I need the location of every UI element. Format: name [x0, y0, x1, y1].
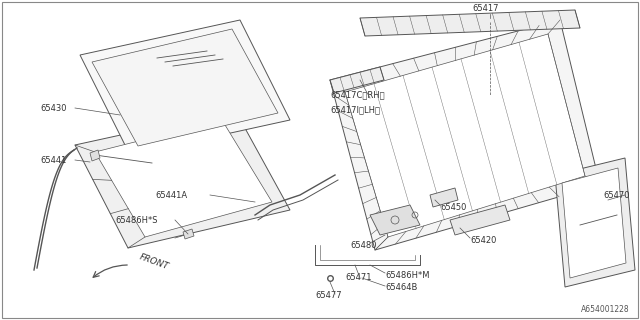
Text: A654001228: A654001228 — [581, 305, 630, 314]
Polygon shape — [75, 110, 290, 248]
Text: 65417: 65417 — [472, 4, 499, 12]
Polygon shape — [183, 229, 194, 239]
Text: 65441: 65441 — [40, 156, 67, 164]
Polygon shape — [450, 205, 510, 235]
Polygon shape — [330, 20, 600, 250]
Text: 65417C〈RH〉: 65417C〈RH〉 — [330, 91, 385, 100]
Polygon shape — [80, 20, 290, 155]
Polygon shape — [92, 29, 278, 146]
Text: 65480: 65480 — [350, 241, 376, 250]
Polygon shape — [360, 10, 580, 36]
Text: FRONT: FRONT — [138, 252, 170, 271]
Text: 65420: 65420 — [470, 236, 497, 244]
Polygon shape — [562, 168, 626, 278]
Text: 65471: 65471 — [345, 274, 371, 283]
Text: 65430: 65430 — [40, 103, 67, 113]
Text: 65470: 65470 — [604, 190, 630, 199]
Text: 65477: 65477 — [315, 291, 342, 300]
Polygon shape — [370, 205, 420, 235]
Polygon shape — [345, 34, 585, 237]
Polygon shape — [330, 67, 384, 93]
Polygon shape — [555, 158, 635, 287]
Text: 65464B: 65464B — [385, 284, 417, 292]
Text: 65450: 65450 — [440, 203, 467, 212]
Text: 65486H*S: 65486H*S — [115, 215, 157, 225]
Polygon shape — [95, 120, 272, 237]
Polygon shape — [430, 188, 458, 207]
Text: 65441A: 65441A — [155, 190, 187, 199]
Polygon shape — [90, 150, 100, 161]
Text: 65486H*M: 65486H*M — [385, 270, 429, 279]
Text: 65417I〈LH〉: 65417I〈LH〉 — [330, 106, 380, 115]
